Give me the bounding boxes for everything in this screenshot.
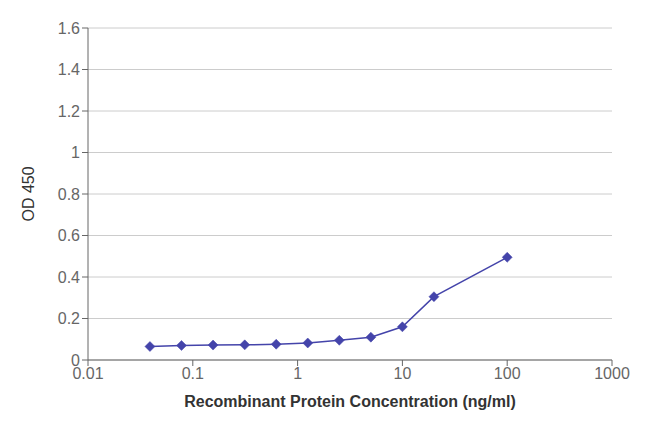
svg-text:1.6: 1.6 (58, 20, 80, 37)
svg-text:1.4: 1.4 (58, 61, 80, 78)
svg-text:0.1: 0.1 (182, 365, 204, 382)
svg-text:1000: 1000 (594, 365, 630, 382)
svg-text:1.2: 1.2 (58, 103, 80, 120)
svg-text:0.4: 0.4 (58, 269, 80, 286)
svg-text:OD 450: OD 450 (20, 166, 37, 221)
svg-text:0.2: 0.2 (58, 310, 80, 327)
svg-text:10: 10 (394, 365, 412, 382)
svg-text:Recombinant Protein Concentrat: Recombinant Protein Concentration (ng/ml… (184, 393, 516, 410)
svg-text:1: 1 (71, 144, 80, 161)
svg-text:0.8: 0.8 (58, 186, 80, 203)
svg-text:0: 0 (71, 352, 80, 369)
svg-text:0.01: 0.01 (72, 365, 104, 383)
svg-text:100: 100 (494, 365, 521, 382)
svg-text:1: 1 (293, 365, 302, 382)
svg-text:0.6: 0.6 (58, 227, 80, 244)
